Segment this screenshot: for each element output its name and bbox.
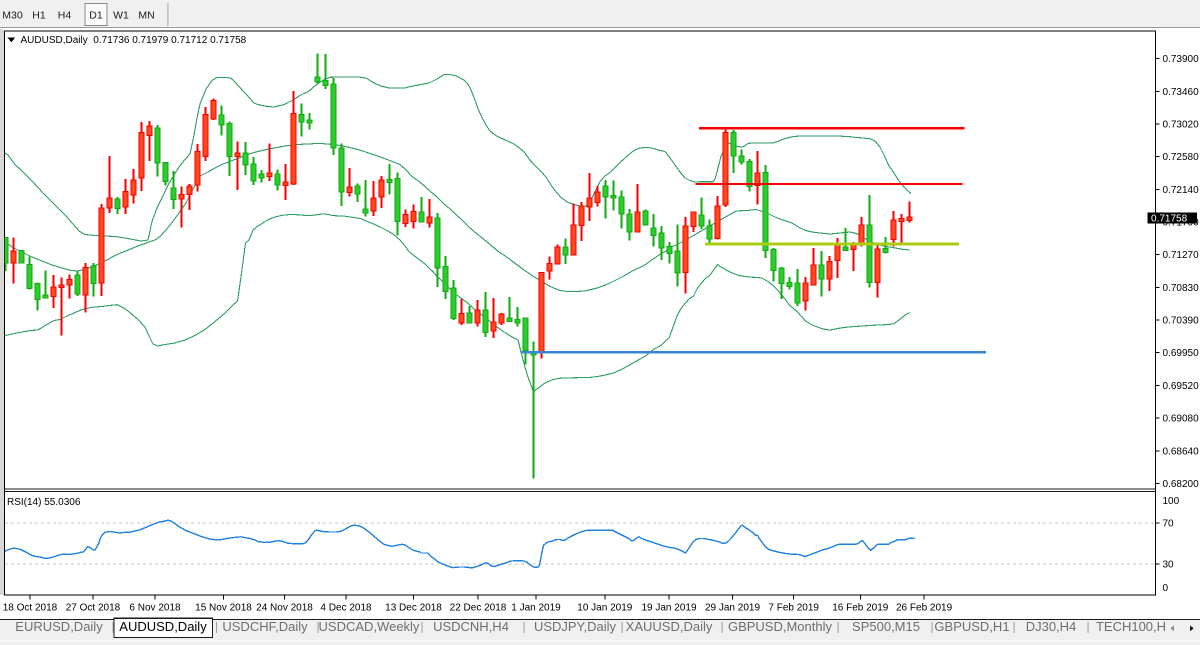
svg-text:SP500,M15: SP500,M15 (852, 619, 920, 634)
svg-text:0.69520: 0.69520 (1163, 381, 1200, 392)
svg-text:0: 0 (1163, 583, 1169, 594)
svg-text:16 Feb 2019: 16 Feb 2019 (832, 603, 889, 614)
svg-text:XAUUSD,Daily: XAUUSD,Daily (626, 619, 713, 634)
svg-text:70: 70 (1163, 519, 1175, 530)
svg-text:100: 100 (1163, 496, 1180, 507)
svg-text:H1: H1 (32, 10, 46, 22)
svg-text:GBPUSD,H1: GBPUSD,H1 (934, 619, 1009, 634)
svg-text:|: | (836, 620, 839, 634)
svg-text:M30: M30 (2, 10, 23, 22)
svg-text:TECH100,H: TECH100,H (1096, 619, 1166, 634)
svg-text:USDJPY,Daily: USDJPY,Daily (534, 619, 617, 634)
svg-text:24 Nov 2018: 24 Nov 2018 (256, 603, 313, 614)
svg-text:30: 30 (1163, 560, 1175, 571)
svg-text:W1: W1 (113, 10, 129, 22)
svg-text:22 Dec 2018: 22 Dec 2018 (450, 603, 507, 614)
svg-text:|: | (215, 620, 218, 634)
svg-text:RSI(14) 55.0306: RSI(14) 55.0306 (7, 497, 81, 508)
svg-text:USDCHF,Daily: USDCHF,Daily (222, 619, 308, 634)
svg-text:7 Feb 2019: 7 Feb 2019 (768, 603, 819, 614)
svg-text:0.73460: 0.73460 (1163, 87, 1200, 98)
svg-text:0.72140: 0.72140 (1163, 185, 1200, 196)
svg-text:0.72580: 0.72580 (1163, 152, 1200, 163)
svg-text:H4: H4 (58, 10, 72, 22)
svg-text:0.68640: 0.68640 (1163, 446, 1200, 457)
svg-text:10 Jan 2019: 10 Jan 2019 (577, 603, 632, 614)
svg-text:0.73900: 0.73900 (1163, 54, 1200, 65)
svg-text:0.70830: 0.70830 (1163, 283, 1200, 294)
svg-text:26 Feb 2019: 26 Feb 2019 (896, 603, 953, 614)
svg-text:EURUSD,Daily: EURUSD,Daily (15, 619, 103, 634)
svg-text:MN: MN (138, 10, 154, 22)
svg-text:|: | (1012, 620, 1015, 634)
svg-text:|: | (420, 620, 423, 634)
svg-text:USDCNH,H4: USDCNH,H4 (433, 619, 509, 634)
svg-text:|: | (620, 620, 623, 634)
svg-text:0.71758: 0.71758 (1151, 214, 1188, 225)
svg-text:0.71270: 0.71270 (1163, 250, 1200, 261)
svg-text:USDCAD,Weekly: USDCAD,Weekly (319, 619, 420, 634)
svg-text:|: | (111, 620, 114, 634)
svg-text:0.70390: 0.70390 (1163, 316, 1200, 327)
svg-text:D1: D1 (89, 10, 103, 22)
svg-text:15 Nov 2018: 15 Nov 2018 (195, 603, 252, 614)
svg-text:6 Nov 2018: 6 Nov 2018 (129, 603, 181, 614)
svg-text:|: | (720, 620, 723, 634)
svg-text:18 Oct 2018: 18 Oct 2018 (3, 603, 58, 614)
svg-text:0.73020: 0.73020 (1163, 120, 1200, 131)
svg-text:AUDUSD,Daily: AUDUSD,Daily (119, 619, 207, 634)
svg-text:27 Oct 2018: 27 Oct 2018 (66, 603, 121, 614)
svg-text:0.69950: 0.69950 (1163, 348, 1200, 359)
svg-text:19 Jan 2019: 19 Jan 2019 (641, 603, 696, 614)
svg-text:13 Dec 2018: 13 Dec 2018 (385, 603, 442, 614)
svg-text:0.69080: 0.69080 (1163, 414, 1200, 425)
svg-text:|: | (930, 620, 933, 634)
svg-text:|: | (316, 620, 319, 634)
svg-text:GBPUSD,Monthly: GBPUSD,Monthly (728, 619, 833, 634)
svg-text:4 Dec 2018: 4 Dec 2018 (320, 603, 372, 614)
svg-text:1 Jan 2019: 1 Jan 2019 (511, 603, 561, 614)
svg-text:29 Jan 2019: 29 Jan 2019 (705, 603, 760, 614)
svg-text:|: | (1086, 620, 1089, 634)
svg-text:AUDUSD,Daily 0.71736 0.71979: AUDUSD,Daily 0.71736 0.71979 0.71712 0.7… (21, 35, 247, 46)
svg-text:|: | (522, 620, 525, 634)
svg-text:DJ30,H4: DJ30,H4 (1026, 619, 1077, 634)
svg-text:0.68200: 0.68200 (1163, 479, 1200, 490)
